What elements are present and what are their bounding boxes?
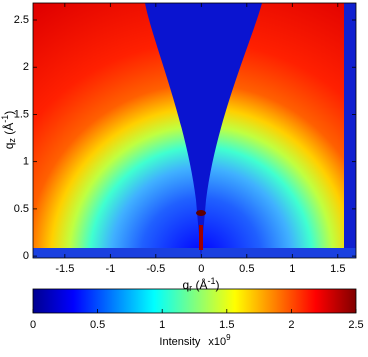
- colorbar-scale: x10: [208, 336, 226, 348]
- x-tick-label: -1: [105, 263, 115, 275]
- colorbar-tick-label: 1: [159, 319, 165, 331]
- x-tick-label: 1: [289, 263, 295, 275]
- y-label-close: ): [2, 111, 16, 115]
- y-label-unit: (Å: [1, 123, 16, 138]
- y-tick-label: 2.5: [14, 14, 29, 26]
- y-label-sub: z: [7, 138, 17, 143]
- x-tick-label: -1.5: [55, 263, 74, 275]
- x-tick-label: 0: [198, 263, 204, 275]
- x-tick-label: -0.5: [146, 263, 165, 275]
- x-label-base: q: [182, 278, 189, 292]
- x-tick-label: 0.5: [239, 263, 254, 275]
- colorbar-tick-label: 2.5: [348, 319, 363, 331]
- x-label-unit: (Å: [192, 277, 207, 292]
- y-tick-label: 1.5: [14, 108, 29, 120]
- y-tick-label: 0: [23, 250, 29, 262]
- colorbar: [32, 288, 357, 314]
- y-label-sup: -1: [0, 115, 10, 123]
- x-axis-label: qr (Å-1): [182, 276, 219, 293]
- y-label-base: q: [2, 143, 16, 150]
- colorbar-label: Intensity x109: [159, 333, 231, 348]
- y-tick-label: 2: [23, 61, 29, 73]
- x-tick-label: 1.5: [330, 263, 345, 275]
- x-label-close: ): [216, 278, 220, 292]
- colorbar-tick-label: 1.5: [219, 319, 234, 331]
- colorbar-tick-label: 0: [30, 319, 36, 331]
- x-label-sub: r: [189, 283, 192, 293]
- colorbar-tick-label: 0.5: [90, 319, 105, 331]
- y-axis-label: qz (Å-1): [0, 111, 17, 150]
- colorbar-tick-label: 2: [288, 319, 294, 331]
- plot-frame: [32, 2, 357, 259]
- colorbar-title: Intensity: [159, 336, 200, 348]
- heatmap-image: [33, 3, 356, 258]
- y-tick-label: 0.5: [14, 203, 29, 215]
- x-label-sup: -1: [208, 276, 216, 286]
- y-tick-label: 1: [23, 156, 29, 168]
- colorbar-scale-exp: 9: [226, 333, 231, 342]
